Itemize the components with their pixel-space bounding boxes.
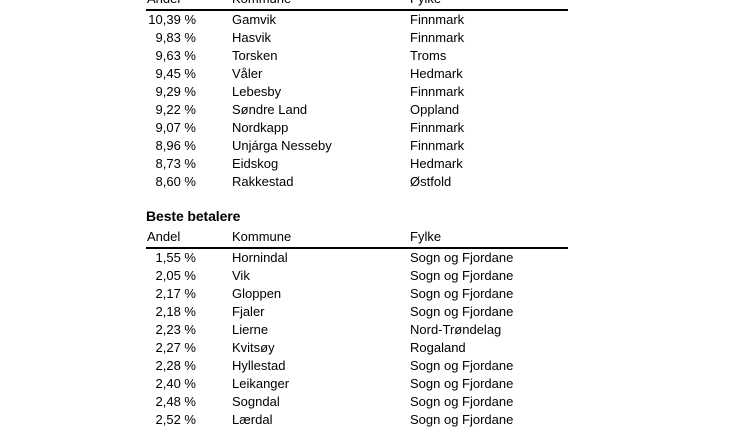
column-header-fylke: Fylke (410, 0, 568, 11)
cell-andel: 2,23 % (155, 322, 196, 337)
column-header-andel: Andel (146, 228, 232, 249)
cell-fylke: Sogn og Fjordane (410, 286, 514, 301)
cell-fylke: Hedmark (410, 156, 463, 171)
cell-fylke: Sogn og Fjordane (410, 412, 514, 427)
table-row: 8,60 % Rakkestad Østfold (146, 173, 568, 191)
best-payers-table-head: Andel Kommune Fylke (146, 228, 568, 249)
cell-andel: 8,60 % (155, 174, 196, 189)
cell-kommune: Torsken (232, 48, 278, 63)
cell-fylke: Finnmark (410, 12, 465, 27)
cell-andel: 2,40 % (155, 376, 196, 391)
cell-kommune: Søndre Land (232, 102, 308, 117)
cell-kommune: Hyllestad (232, 358, 286, 373)
cell-kommune: Rakkestad (232, 174, 294, 189)
cell-kommune: Leikanger (232, 376, 290, 391)
table-row: 2,52 % Lærdal Sogn og Fjordane (146, 411, 568, 429)
cell-fylke: Sogn og Fjordane (410, 250, 514, 265)
cell-andel: 9,45 % (155, 66, 196, 81)
cell-kommune: Nordkapp (232, 120, 289, 135)
cell-andel: 2,48 % (155, 394, 196, 409)
table-row: 2,18 % Fjaler Sogn og Fjordane (146, 303, 568, 321)
table-row: 2,28 % Hyllestad Sogn og Fjordane (146, 357, 568, 375)
cell-andel: 2,18 % (155, 304, 196, 319)
column-header-fylke: Fylke (410, 228, 568, 249)
table-row: 2,17 % Gloppen Sogn og Fjordane (146, 285, 568, 303)
table-row: 2,48 % Sogndal Sogn og Fjordane (146, 393, 568, 411)
cell-fylke: Sogn og Fjordane (410, 358, 514, 373)
cell-kommune: Hasvik (232, 30, 272, 45)
cell-fylke: Finnmark (410, 84, 465, 99)
worst-payers-table: Andel Kommune Fylke 10,39 % Gamvik Finnm… (146, 0, 568, 191)
cell-andel: 2,28 % (155, 358, 196, 373)
best-payers-table: Andel Kommune Fylke 1,55 % Hornindal Sog… (146, 228, 568, 429)
cell-fylke: Finnmark (410, 30, 465, 45)
table-row: 2,27 % Kvitsøy Rogaland (146, 339, 568, 357)
cell-kommune: Lebesby (232, 84, 282, 99)
table-row: 9,83 % Hasvik Finnmark (146, 29, 568, 47)
cell-andel: 8,96 % (155, 138, 196, 153)
cell-andel: 1,55 % (155, 250, 196, 265)
table-row: 8,73 % Eidskog Hedmark (146, 155, 568, 173)
table-best-payers: Andel Kommune Fylke 1,55 % Hornindal Sog… (146, 228, 568, 429)
column-header-kommune: Kommune (232, 0, 410, 11)
table-row: 9,45 % Våler Hedmark (146, 65, 568, 83)
table-header-row: Andel Kommune Fylke (146, 0, 568, 11)
cell-andel: 2,52 % (155, 412, 196, 427)
cell-kommune: Våler (232, 66, 263, 81)
cell-andel: 8,73 % (155, 156, 196, 171)
column-header-kommune: Kommune (232, 228, 410, 249)
column-header-andel: Andel (146, 0, 232, 11)
cell-andel: 9,83 % (155, 30, 196, 45)
worst-payers-table-body: 10,39 % Gamvik Finnmark 9,83 % Hasvik Fi… (146, 10, 568, 191)
cell-andel: 9,07 % (155, 120, 196, 135)
table-worst-payers: Andel Kommune Fylke 10,39 % Gamvik Finnm… (146, 0, 568, 191)
cell-fylke: Troms (410, 48, 447, 63)
best-payers-table-body: 1,55 % Hornindal Sogn og Fjordane 2,05 %… (146, 248, 568, 429)
cell-kommune: Unjárga Nesseby (232, 138, 332, 153)
table-row: 8,96 % Unjárga Nesseby Finnmark (146, 137, 568, 155)
cell-fylke: Finnmark (410, 120, 465, 135)
cell-andel: 9,63 % (155, 48, 196, 63)
cell-kommune: Gamvik (232, 12, 277, 27)
cell-kommune: Lierne (232, 322, 269, 337)
cell-kommune: Hornindal (232, 250, 288, 265)
cell-kommune: Sogndal (232, 394, 280, 409)
cell-fylke: Finnmark (410, 138, 465, 153)
cell-andel: 9,29 % (155, 84, 196, 99)
worst-payers-table-head: Andel Kommune Fylke (146, 0, 568, 11)
cell-andel: 10,39 % (148, 12, 196, 27)
cell-kommune: Eidskog (232, 156, 279, 171)
cell-fylke: Hedmark (410, 66, 463, 81)
table-row: 2,23 % Lierne Nord-Trøndelag (146, 321, 568, 339)
cell-fylke: Rogaland (410, 340, 466, 355)
table-row: 2,05 % Vik Sogn og Fjordane (146, 267, 568, 285)
cell-fylke: Sogn og Fjordane (410, 394, 514, 409)
table-row: 9,63 % Torsken Troms (146, 47, 568, 65)
table-row: 2,40 % Leikanger Sogn og Fjordane (146, 375, 568, 393)
cell-kommune: Lærdal (232, 412, 273, 427)
cell-kommune: Kvitsøy (232, 340, 275, 355)
cell-fylke: Oppland (410, 102, 460, 117)
cell-fylke: Nord-Trøndelag (410, 322, 502, 337)
cell-kommune: Fjaler (232, 304, 265, 319)
cell-fylke: Sogn og Fjordane (410, 268, 514, 283)
cell-fylke: Sogn og Fjordane (410, 304, 514, 319)
table-header-row: Andel Kommune Fylke (146, 228, 568, 249)
table-row: 9,07 % Nordkapp Finnmark (146, 119, 568, 137)
table-row: 1,55 % Hornindal Sogn og Fjordane (146, 248, 568, 267)
cell-kommune: Gloppen (232, 286, 282, 301)
table-row: 9,29 % Lebesby Finnmark (146, 83, 568, 101)
cell-andel: 9,22 % (155, 102, 196, 117)
table-row: 9,22 % Søndre Land Oppland (146, 101, 568, 119)
cell-fylke: Østfold (410, 174, 452, 189)
section-heading-beste-betalere: Beste betalere (146, 208, 241, 224)
cell-andel: 2,17 % (155, 286, 196, 301)
cell-andel: 2,05 % (155, 268, 196, 283)
document-page: Andel Kommune Fylke 10,39 % Gamvik Finnm… (146, 0, 568, 427)
cell-kommune: Vik (232, 268, 250, 283)
table-row: 10,39 % Gamvik Finnmark (146, 10, 568, 29)
cell-andel: 2,27 % (155, 340, 196, 355)
cell-fylke: Sogn og Fjordane (410, 376, 514, 391)
